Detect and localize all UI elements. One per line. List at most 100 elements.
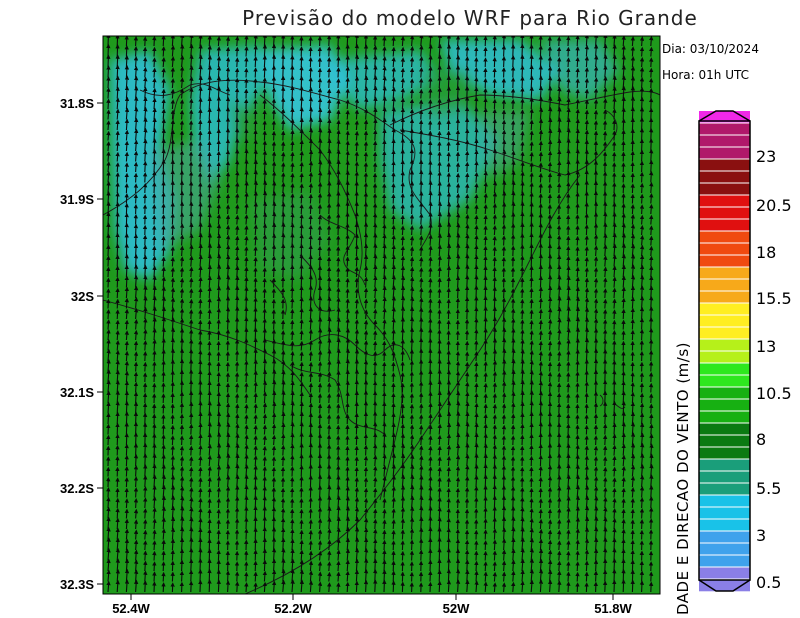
wind-arrow <box>216 579 221 593</box>
wind-arrow <box>271 423 277 435</box>
wind-arrow <box>244 192 249 204</box>
wind-arrow <box>234 138 240 152</box>
wind-arrow <box>492 170 498 183</box>
wind-arrow <box>281 411 286 425</box>
wind-arrow <box>354 120 360 131</box>
wind-arrow <box>529 579 535 593</box>
wind-arrow <box>216 296 222 309</box>
wind-arrow <box>106 369 111 383</box>
wind-arrow <box>465 443 470 456</box>
wind-arrow <box>253 465 258 477</box>
wind-arrow <box>364 75 369 89</box>
wind-arrow <box>612 232 617 246</box>
wind-arrow <box>225 224 231 236</box>
wind-arrow <box>180 516 185 530</box>
wind-arrow <box>152 127 157 141</box>
wind-arrow <box>179 288 185 299</box>
colorbar-label: 23 <box>756 147 776 166</box>
wind-arrow <box>520 98 525 110</box>
wind-arrow <box>318 149 323 162</box>
wind-arrow <box>170 246 175 257</box>
wind-arrow <box>308 382 314 393</box>
wind-arrow <box>372 568 378 582</box>
wind-arrow <box>382 529 387 540</box>
wind-arrow <box>124 75 130 89</box>
wind-arrow <box>575 98 580 110</box>
wind-arrow <box>603 43 608 57</box>
wind-arrow <box>566 507 571 519</box>
wind-arrow <box>538 350 544 362</box>
wind-arrow <box>584 56 590 68</box>
wind-arrow <box>336 119 341 131</box>
wind-arrow <box>253 149 258 162</box>
wind-arrow <box>465 453 470 467</box>
colorbar-label: 8 <box>756 430 766 449</box>
wind-arrow <box>161 306 167 320</box>
wind-arrow <box>363 108 369 120</box>
wind-arrow <box>621 508 626 519</box>
wind-arrow <box>575 118 580 131</box>
wind-arrow <box>253 381 258 393</box>
wind-arrow <box>511 150 516 162</box>
wind-arrow <box>418 327 424 341</box>
wind-arrow <box>529 350 534 362</box>
wind-arrow <box>133 274 139 288</box>
wind-arrow <box>308 182 314 194</box>
wind-arrow <box>308 560 314 572</box>
wind-arrow <box>299 161 304 173</box>
wind-arrow <box>584 327 590 341</box>
wind-arrow <box>428 486 433 498</box>
wind-arrow <box>327 506 332 519</box>
wind-arrow <box>152 275 157 288</box>
wind-arrow <box>143 486 148 498</box>
wind-arrow <box>271 434 277 446</box>
wind-arrow <box>271 222 277 236</box>
wind-arrow <box>418 317 424 330</box>
wind-arrow <box>189 65 194 78</box>
wind-arrow <box>510 413 516 425</box>
wind-arrow <box>262 170 268 183</box>
wind-arrow <box>327 571 332 582</box>
wind-arrow <box>584 445 589 456</box>
plot-area <box>103 36 660 594</box>
wind-arrow <box>216 253 222 267</box>
wind-arrow <box>373 85 378 99</box>
wind-arrow <box>612 497 617 509</box>
wind-arrow <box>640 442 645 456</box>
wind-arrow <box>511 559 516 572</box>
wind-arrow <box>225 306 231 320</box>
wind-arrow <box>280 527 286 540</box>
wind-arrow <box>170 45 176 57</box>
wind-arrow <box>299 117 304 131</box>
wind-arrow <box>225 412 231 425</box>
wind-arrow <box>382 296 387 309</box>
wind-arrow <box>630 36 636 47</box>
wind-arrow <box>244 46 249 57</box>
wind-arrow <box>225 66 231 78</box>
wind-arrow <box>372 350 378 362</box>
wind-arrow <box>354 130 360 141</box>
wind-arrow <box>483 328 488 341</box>
wind-arrow <box>354 527 360 540</box>
wind-arrow <box>115 86 120 99</box>
wind-arrow <box>575 484 581 498</box>
wind-arrow <box>253 495 258 509</box>
wind-arrow <box>364 64 369 78</box>
wind-arrow <box>363 466 369 477</box>
wind-arrow <box>308 519 313 530</box>
wind-arrow <box>244 181 249 194</box>
wind-arrow <box>234 159 240 173</box>
wind-arrow <box>446 400 452 414</box>
wind-arrow <box>501 505 507 519</box>
wind-arrow <box>308 306 314 320</box>
wind-arrow <box>446 232 452 246</box>
wind-arrow <box>124 297 130 309</box>
wind-arrow <box>262 234 268 246</box>
wind-arrow <box>483 225 488 236</box>
wind-arrow <box>391 508 396 519</box>
wind-arrow <box>492 316 497 330</box>
wind-arrow <box>152 328 157 341</box>
wind-arrow <box>262 424 268 435</box>
wind-arrow <box>428 77 433 89</box>
wind-arrow <box>400 496 406 509</box>
